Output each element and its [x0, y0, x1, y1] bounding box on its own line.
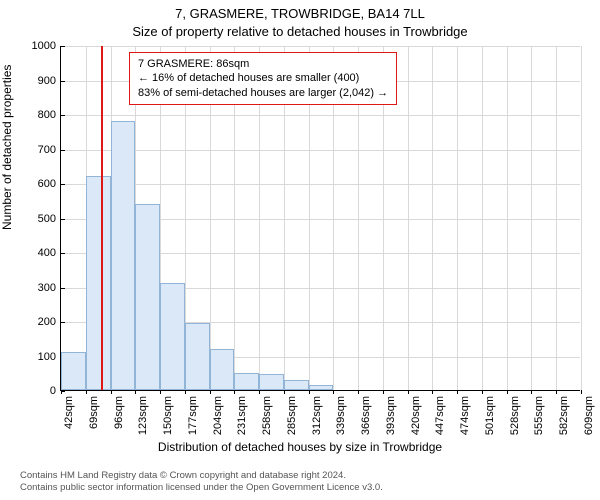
gridline-v	[581, 46, 582, 390]
annotation-box: 7 GRASMERE: 86sqm ← 16% of detached hous…	[129, 52, 397, 105]
xtick-mark	[482, 390, 483, 394]
xtick-label: 609sqm	[583, 396, 595, 435]
xtick-mark	[210, 390, 211, 394]
ytick-label: 200	[38, 316, 61, 328]
xtick-mark	[383, 390, 384, 394]
xtick-label: 501sqm	[484, 396, 496, 435]
xtick-label: 447sqm	[434, 396, 446, 435]
gridline-v	[556, 46, 557, 390]
annotation-line3: 83% of semi-detached houses are larger (…	[138, 86, 388, 100]
ytick-label: 500	[38, 213, 61, 225]
xtick-label: 150sqm	[162, 396, 174, 435]
xtick-label: 258sqm	[261, 396, 273, 435]
x-axis-label: Distribution of detached houses by size …	[0, 440, 600, 454]
y-axis-label: Number of detached properties	[0, 65, 14, 230]
xtick-label: 69sqm	[88, 396, 100, 429]
xtick-label: 177sqm	[187, 396, 199, 435]
xtick-mark	[531, 390, 532, 394]
xtick-label: 42sqm	[63, 396, 75, 429]
xtick-label: 204sqm	[212, 396, 224, 435]
xtick-mark	[135, 390, 136, 394]
xtick-mark	[358, 390, 359, 394]
ytick-label: 0	[50, 385, 61, 397]
xtick-mark	[432, 390, 433, 394]
xtick-mark	[457, 390, 458, 394]
histogram-bar	[160, 283, 185, 390]
ytick-label: 400	[38, 247, 61, 259]
ytick-label: 100	[38, 351, 61, 363]
histogram-bar	[135, 204, 160, 390]
ytick-label: 900	[38, 75, 61, 87]
gridline-v	[482, 46, 483, 390]
xtick-label: 393sqm	[385, 396, 397, 435]
xtick-label: 555sqm	[533, 396, 545, 435]
xtick-label: 474sqm	[459, 396, 471, 435]
ytick-label: 800	[38, 109, 61, 121]
xtick-mark	[333, 390, 334, 394]
xtick-mark	[581, 390, 582, 394]
xtick-label: 285sqm	[286, 396, 298, 435]
xtick-label: 366sqm	[360, 396, 372, 435]
xtick-mark	[507, 390, 508, 394]
ytick-label: 1000	[32, 40, 61, 52]
xtick-mark	[556, 390, 557, 394]
gridline-v	[408, 46, 409, 390]
chart-title-sub: Size of property relative to detached ho…	[0, 24, 600, 39]
histogram-bar	[86, 176, 111, 390]
xtick-label: 339sqm	[335, 396, 347, 435]
plot-area: 0100200300400500600700800900100042sqm69s…	[60, 46, 580, 391]
xtick-mark	[408, 390, 409, 394]
gridline-v	[457, 46, 458, 390]
xtick-mark	[185, 390, 186, 394]
footer-line1: Contains HM Land Registry data © Crown c…	[20, 470, 383, 482]
histogram-bar	[284, 380, 309, 390]
gridline-h	[61, 115, 580, 116]
xtick-mark	[234, 390, 235, 394]
xtick-mark	[309, 390, 310, 394]
xtick-mark	[111, 390, 112, 394]
marker-line	[101, 46, 103, 390]
xtick-label: 123sqm	[137, 396, 149, 435]
chart-title-main: 7, GRASMERE, TROWBRIDGE, BA14 7LL	[0, 6, 600, 21]
annotation-line2: ← 16% of detached houses are smaller (40…	[138, 71, 388, 85]
ytick-label: 300	[38, 282, 61, 294]
xtick-mark	[284, 390, 285, 394]
gridline-h	[61, 184, 580, 185]
xtick-label: 312sqm	[311, 396, 323, 435]
ytick-label: 600	[38, 178, 61, 190]
gridline-v	[531, 46, 532, 390]
chart-container: 7, GRASMERE, TROWBRIDGE, BA14 7LL Size o…	[0, 0, 600, 500]
xtick-label: 96sqm	[113, 396, 125, 429]
annotation-line1: 7 GRASMERE: 86sqm	[138, 57, 388, 71]
xtick-mark	[61, 390, 62, 394]
footer-attribution: Contains HM Land Registry data © Crown c…	[20, 470, 383, 494]
xtick-label: 420sqm	[410, 396, 422, 435]
histogram-bar	[259, 374, 284, 390]
xtick-mark	[259, 390, 260, 394]
histogram-bar	[309, 385, 334, 390]
footer-line2: Contains public sector information licen…	[20, 482, 383, 494]
histogram-bar	[111, 121, 136, 390]
gridline-v	[432, 46, 433, 390]
xtick-label: 528sqm	[509, 396, 521, 435]
gridline-v	[507, 46, 508, 390]
ytick-label: 700	[38, 144, 61, 156]
xtick-label: 231sqm	[236, 396, 248, 435]
histogram-bar	[61, 352, 86, 390]
gridline-h	[61, 150, 580, 151]
xtick-mark	[160, 390, 161, 394]
xtick-mark	[86, 390, 87, 394]
gridline-h	[61, 46, 580, 47]
histogram-bar	[210, 349, 235, 390]
histogram-bar	[234, 373, 259, 390]
xtick-label: 582sqm	[558, 396, 570, 435]
histogram-bar	[185, 323, 210, 390]
